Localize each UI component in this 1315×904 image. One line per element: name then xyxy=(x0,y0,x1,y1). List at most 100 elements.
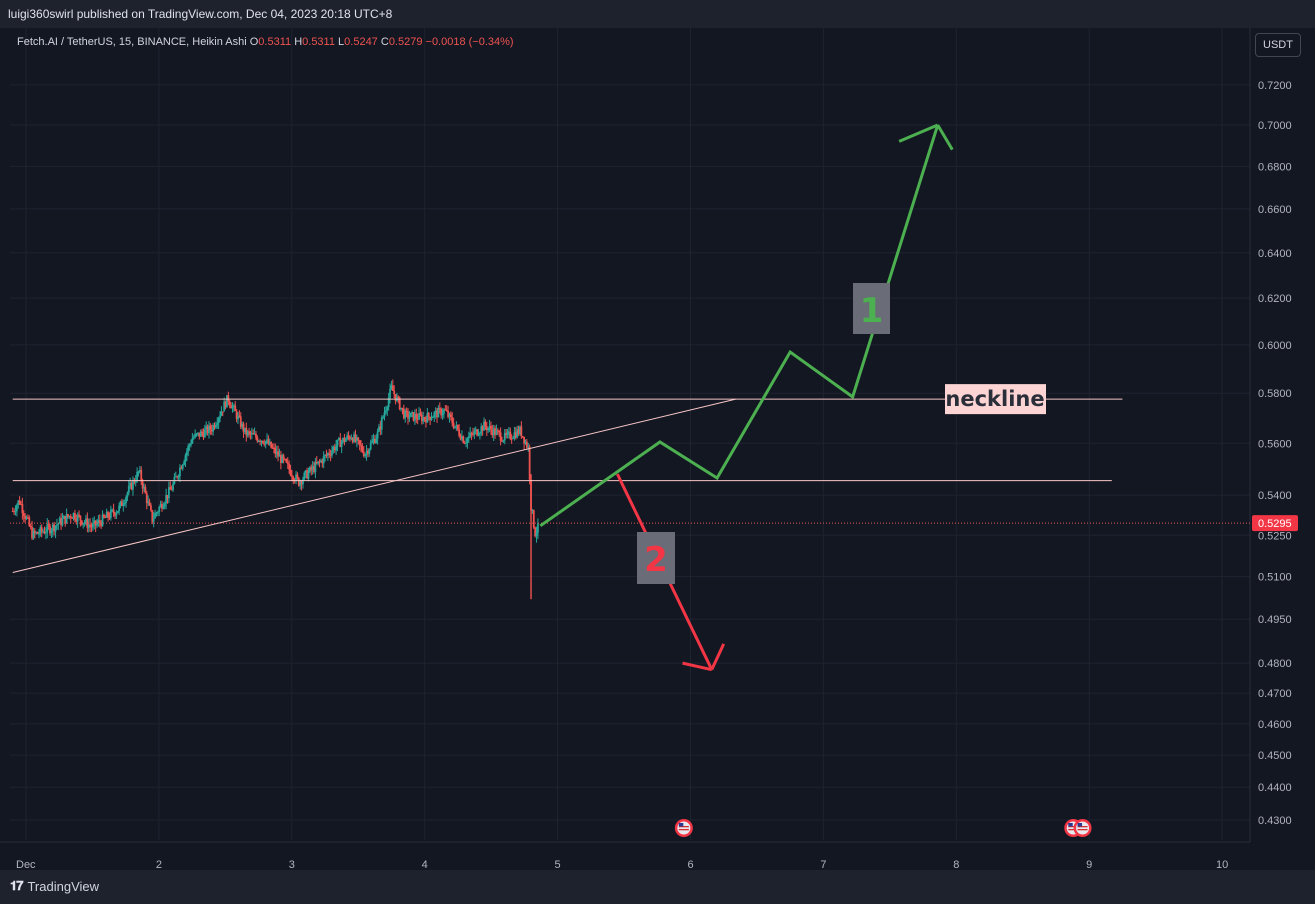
candle-body xyxy=(67,514,69,517)
candle-body xyxy=(513,432,516,439)
candle-body xyxy=(398,397,401,410)
candle-body xyxy=(508,431,510,433)
candle-body xyxy=(28,517,31,526)
candle-body xyxy=(459,435,462,440)
candle-body xyxy=(423,417,426,420)
candle-body xyxy=(191,438,194,444)
candle-body xyxy=(343,437,346,442)
candle-body xyxy=(332,447,335,451)
candle-body xyxy=(69,515,72,518)
candle-body xyxy=(91,523,94,528)
candle-body xyxy=(194,433,197,438)
candle-body xyxy=(474,429,477,432)
candle-body xyxy=(407,411,409,419)
candle-body xyxy=(27,517,29,519)
candle-body xyxy=(248,431,250,433)
footer-bar: 𝟏𝟕 TradingView xyxy=(0,870,1315,904)
time-tick-label: 7 xyxy=(820,859,826,870)
time-tick-label: 6 xyxy=(687,859,693,870)
candle-body xyxy=(462,436,465,443)
candle-body xyxy=(144,486,147,494)
candle-body xyxy=(291,475,293,477)
candle-body xyxy=(246,431,249,436)
legend-o-value: 0.5311 xyxy=(258,36,294,48)
us-flag-icon[interactable] xyxy=(674,819,693,837)
candle-body xyxy=(249,432,252,435)
candle-body xyxy=(167,487,170,499)
time-tick-label: Dec xyxy=(16,859,36,870)
flag-stripe xyxy=(1068,826,1079,828)
candle-body xyxy=(512,438,514,440)
chart-area[interactable]: neckline 1 2 0.7200 0.7000 0.6800 0.6600 0.640… xyxy=(0,28,1315,870)
candle-body xyxy=(42,531,45,533)
candle-body xyxy=(393,390,396,395)
candle-body xyxy=(320,460,322,462)
candle-body xyxy=(206,426,209,434)
candle-body xyxy=(118,505,121,512)
us-flag-icon[interactable] xyxy=(1073,819,1092,837)
candle-body xyxy=(491,429,494,436)
candle-body xyxy=(46,524,49,533)
candle-body xyxy=(36,532,39,534)
candle-body xyxy=(448,413,451,417)
currency-button[interactable]: USDT xyxy=(1255,33,1301,57)
candle-body xyxy=(237,415,239,420)
candle-body xyxy=(514,432,517,438)
candle-body xyxy=(210,429,213,432)
candle-body xyxy=(335,445,338,451)
candle-body xyxy=(263,443,266,445)
price-tick-label: 0.6600 xyxy=(1258,204,1292,216)
candle-body xyxy=(192,437,195,439)
candle-body xyxy=(382,416,385,418)
price-tick-label: 0.5800 xyxy=(1258,388,1292,400)
candle-body xyxy=(161,503,163,509)
price-axis: 0.7200 0.7000 0.6800 0.6600 0.6400 0.6200 0.60… xyxy=(1252,80,1298,827)
candle-body xyxy=(476,429,479,436)
candle-body xyxy=(344,439,347,442)
time-tick-label: 4 xyxy=(422,859,428,870)
symbol-legend-text[interactable]: Fetch.AI / TetherUS, 15, BINANCE, Heikin… xyxy=(17,36,514,48)
candle-body xyxy=(390,385,393,389)
candle-body xyxy=(326,453,329,456)
candle-body xyxy=(465,442,467,444)
candle-body xyxy=(436,410,438,418)
candle-body xyxy=(154,513,156,519)
candle-body xyxy=(451,417,454,424)
candle-body xyxy=(185,451,188,456)
candle-body xyxy=(466,438,469,443)
candle-body xyxy=(505,433,508,435)
candle-body xyxy=(295,474,297,481)
candle-body xyxy=(98,520,101,523)
candle-body xyxy=(273,447,275,449)
candle-body xyxy=(430,418,433,420)
legend-o-label: O xyxy=(250,36,259,48)
candle-body xyxy=(158,507,161,513)
legend-h-label: H xyxy=(294,36,302,48)
candle-body xyxy=(15,505,18,512)
candle-body xyxy=(100,522,103,526)
price-chart[interactable]: neckline 1 2 0.7200 0.7000 0.6800 0.6600 0.640… xyxy=(0,28,1315,870)
candle-body xyxy=(379,426,382,430)
candle-body xyxy=(361,446,364,452)
candle-body xyxy=(231,406,234,409)
candle-body xyxy=(216,423,219,425)
candle-body xyxy=(454,426,456,428)
candle-body xyxy=(481,426,484,431)
candle-body xyxy=(232,405,235,407)
publish-header: luigi360swirl published on TradingView.c… xyxy=(0,0,1315,28)
candle-body xyxy=(337,438,340,440)
candle-body xyxy=(422,417,425,422)
candle-body xyxy=(187,445,190,452)
candle-body xyxy=(85,518,87,523)
candle-body xyxy=(111,509,114,511)
tradingview-brand[interactable]: 𝟏𝟕 TradingView xyxy=(10,870,99,904)
candle-body xyxy=(483,421,485,431)
time-tick-label: 2 xyxy=(156,859,162,870)
time-tick-label: 10 xyxy=(1216,859,1228,870)
candle-body xyxy=(284,459,286,461)
candle-body xyxy=(452,423,455,428)
candle-body xyxy=(456,424,459,430)
candle-body xyxy=(419,413,422,416)
neckline-label: neckline xyxy=(945,387,1044,411)
candle-body xyxy=(264,441,267,445)
